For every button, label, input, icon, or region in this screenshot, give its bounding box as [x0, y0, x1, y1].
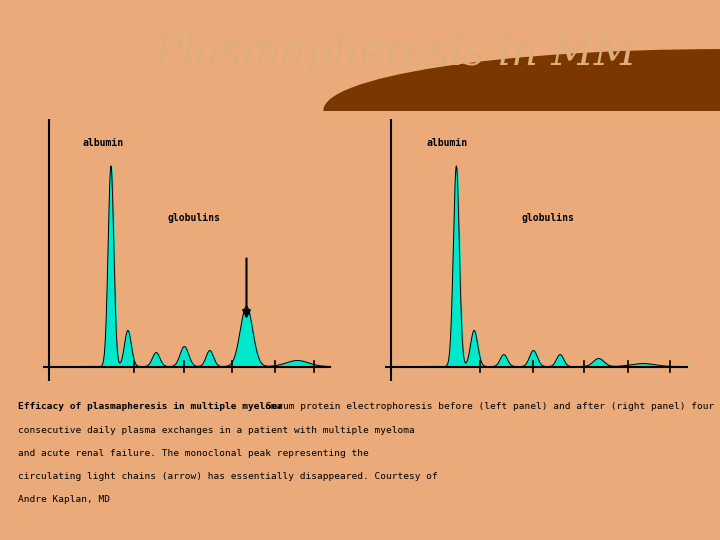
Text: Andre Kaplan, MD: Andre Kaplan, MD	[18, 495, 110, 504]
Wedge shape	[324, 50, 720, 111]
Text: globulins: globulins	[521, 213, 575, 223]
Text: Serum protein electrophoresis before (left panel) and after (right panel) four: Serum protein electrophoresis before (le…	[260, 402, 714, 411]
Text: and acute renal failure. The monoclonal peak representing the: and acute renal failure. The monoclonal …	[18, 449, 369, 458]
Text: globulins: globulins	[168, 213, 220, 223]
Text: albumin: albumin	[427, 138, 468, 147]
Text: Plasmapheresis in MM: Plasmapheresis in MM	[155, 32, 637, 74]
Text: Efficacy of plasmapheresis in multiple myeloma: Efficacy of plasmapheresis in multiple m…	[18, 402, 282, 411]
Text: circulating light chains (arrow) has essentially disappeared. Courtesy of: circulating light chains (arrow) has ess…	[18, 472, 438, 481]
Text: albumin: albumin	[83, 138, 124, 147]
Text: consecutive daily plasma exchanges in a patient with multiple myeloma: consecutive daily plasma exchanges in a …	[18, 426, 415, 435]
